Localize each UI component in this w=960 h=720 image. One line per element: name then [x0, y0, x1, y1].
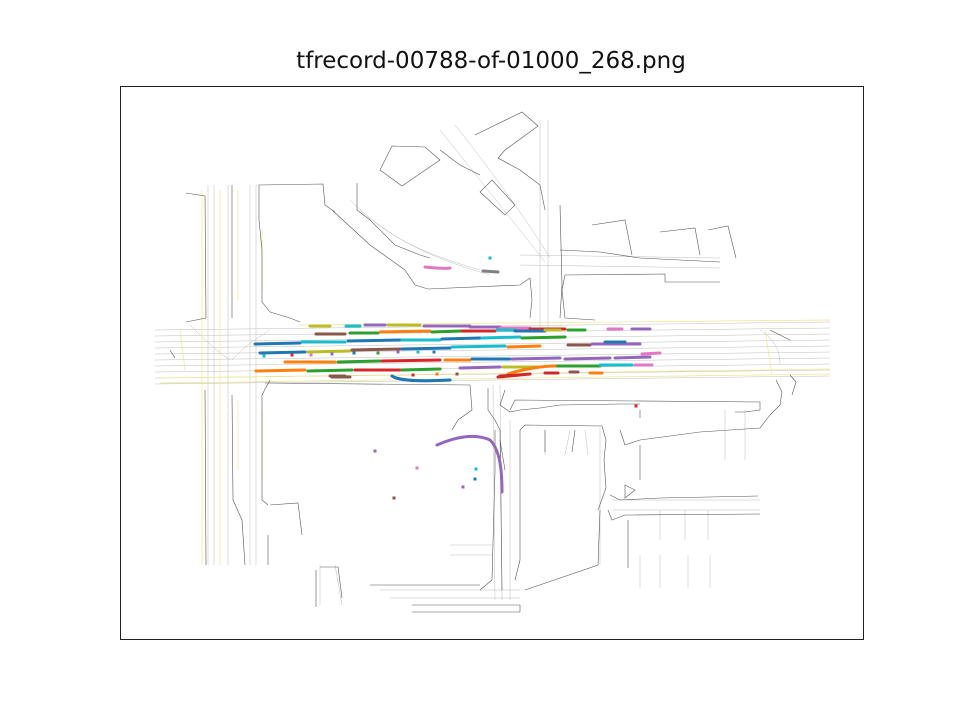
agent-trajectory: [346, 338, 402, 343]
agent-box: [461, 485, 465, 489]
agent-box: [392, 496, 396, 500]
agent-box: [415, 466, 419, 470]
agent-trajectory: [350, 347, 402, 352]
agent-box: [432, 350, 436, 354]
figure-title: tfrecord-00788-of-01000_268.png: [296, 48, 686, 74]
agent-trajectory: [435, 434, 504, 494]
agent-box: [396, 350, 400, 354]
agent-trajectory: [390, 374, 452, 383]
agent-trajectory: [380, 358, 442, 363]
agent-trajectory: [481, 269, 500, 274]
agent-trajectory: [254, 368, 307, 373]
agent-trajectory: [506, 344, 542, 349]
agent-trajectory: [423, 265, 452, 270]
agent-box: [262, 354, 266, 358]
agent-trajectory: [258, 350, 307, 355]
agent-trajectory: [400, 346, 452, 351]
lane-centerlines: [154, 120, 831, 606]
agent-box: [416, 350, 420, 354]
agent-trajectory: [400, 367, 442, 372]
agent-trajectory: [520, 335, 567, 340]
agent-trajectory: [253, 341, 302, 346]
agent-box: [455, 372, 459, 376]
agent-trajectory: [458, 365, 502, 370]
agent-trajectory: [450, 344, 507, 349]
agent-trajectory: [613, 355, 652, 360]
agent-box: [435, 372, 439, 376]
agent-trajectory: [498, 373, 522, 378]
agent-trajectory: [563, 356, 612, 361]
agent-trajectory: [640, 351, 662, 356]
road-lines: [159, 190, 831, 565]
agent-box: [330, 352, 334, 356]
agent-box: [352, 351, 356, 355]
agent-trajectory: [480, 335, 522, 340]
agent-box: [634, 404, 638, 408]
agent-trajectories: [253, 256, 662, 500]
road-edges: [169, 111, 797, 613]
agent-trajectory: [336, 359, 382, 364]
agent-trajectory: [306, 349, 352, 354]
agent-box: [473, 477, 477, 481]
agent-box: [290, 353, 294, 357]
agent-box: [309, 353, 313, 357]
agent-trajectory: [440, 336, 482, 341]
agent-box: [376, 351, 380, 355]
agent-trajectory: [378, 329, 432, 334]
agent-trajectory: [510, 356, 562, 361]
agent-trajectory: [306, 368, 354, 373]
agent-trajectory: [506, 364, 557, 376]
agent-box: [488, 256, 492, 260]
agent-box: [474, 467, 478, 471]
agent-box: [373, 449, 377, 453]
agent-box: [411, 373, 415, 377]
agent-trajectory: [430, 329, 462, 334]
